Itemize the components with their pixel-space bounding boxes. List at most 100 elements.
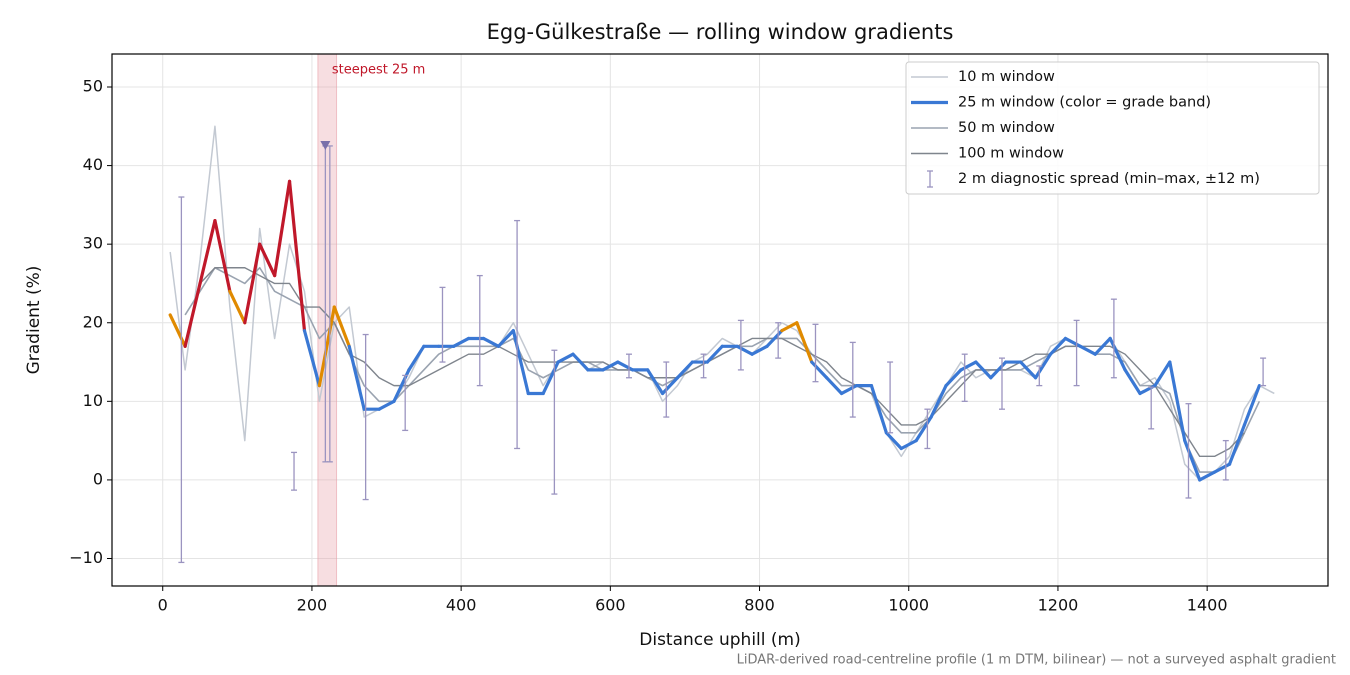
error-bar bbox=[775, 322, 782, 359]
gradient-segment bbox=[810, 360, 829, 380]
gradient-segment bbox=[1033, 352, 1053, 380]
gradient-segment bbox=[243, 242, 262, 325]
legend-box bbox=[905, 61, 1320, 195]
gradient-segment bbox=[646, 368, 665, 396]
error-bar bbox=[998, 357, 1005, 410]
y-tick-label: −10 bbox=[69, 548, 103, 567]
error-bar bbox=[402, 374, 409, 432]
x-tick-label: 800 bbox=[744, 596, 775, 615]
gradient-segment bbox=[571, 352, 590, 372]
gradient-segment bbox=[765, 329, 784, 348]
gradient-segment bbox=[1123, 368, 1142, 396]
legend-label: 2 m diagnostic spread (min–max, ±12 m) bbox=[958, 171, 1260, 187]
gradient-segment bbox=[273, 179, 292, 278]
gradient-segment bbox=[944, 368, 963, 388]
footnote: LiDAR-derived road-centreline profile (1… bbox=[737, 653, 1336, 668]
gradient-segment bbox=[183, 281, 202, 348]
gradient-segment bbox=[302, 329, 321, 388]
gradient-segment bbox=[1093, 336, 1112, 356]
gradient-segment bbox=[1183, 439, 1202, 482]
gradient-segment bbox=[1227, 423, 1247, 466]
gradient-segment bbox=[541, 360, 560, 396]
error-bar bbox=[476, 274, 483, 387]
error-bar bbox=[439, 286, 446, 363]
gradient-segment bbox=[899, 439, 918, 451]
gradient-segment bbox=[511, 329, 530, 396]
error-bar bbox=[625, 353, 632, 379]
gradient-segment bbox=[750, 344, 769, 356]
x-tick-label: 1400 bbox=[1187, 596, 1228, 615]
y-tick-label: 20 bbox=[83, 312, 103, 331]
x-tick-label: 400 bbox=[446, 596, 477, 615]
gradient-segment bbox=[705, 344, 724, 364]
highlight-span bbox=[317, 53, 338, 587]
gradient-segment bbox=[675, 360, 694, 380]
plot-frame bbox=[111, 53, 1329, 587]
gradient-segment bbox=[959, 360, 978, 372]
steepest-marker bbox=[320, 140, 331, 150]
gradient-segment bbox=[780, 321, 799, 333]
error-bar bbox=[887, 361, 894, 434]
gradient-segment bbox=[1078, 344, 1097, 356]
error-bar bbox=[514, 219, 521, 450]
legend-label: 100 m window bbox=[958, 146, 1064, 162]
gradient-segment bbox=[974, 360, 993, 380]
x-tick-label: 1200 bbox=[1038, 596, 1079, 615]
gradient-segment bbox=[1242, 384, 1261, 427]
x-tick-label: 200 bbox=[297, 596, 328, 615]
gradient-segment bbox=[839, 384, 859, 396]
error-bar bbox=[1036, 365, 1043, 387]
x-tick-label: 600 bbox=[595, 596, 626, 615]
error-bar bbox=[700, 353, 707, 379]
chart-title: Egg-Gülkestraße — rolling window gradien… bbox=[487, 20, 954, 44]
error-bar bbox=[961, 353, 968, 402]
x-tick-label: 1000 bbox=[888, 596, 929, 615]
gradient-segment bbox=[1153, 360, 1172, 388]
error-bar bbox=[291, 451, 298, 491]
y-tick-label: 10 bbox=[83, 391, 103, 410]
gradient-segment bbox=[1108, 336, 1127, 372]
gradient-segment bbox=[496, 329, 515, 348]
legend-label: 25 m window (color = grade band) bbox=[958, 95, 1211, 111]
error-bar bbox=[812, 323, 819, 383]
error-bar bbox=[663, 361, 670, 418]
gradient-segment bbox=[1063, 336, 1082, 348]
y-tick-label: 40 bbox=[83, 155, 103, 174]
error-bar bbox=[849, 341, 856, 418]
error-bar bbox=[551, 349, 558, 495]
gradient-segment bbox=[884, 431, 903, 451]
gradient-segment bbox=[914, 415, 933, 443]
gradient-segment bbox=[407, 344, 426, 372]
error-bar bbox=[326, 145, 333, 463]
gradient-segment bbox=[929, 384, 948, 419]
gradient-segment bbox=[1048, 336, 1068, 356]
gradient-segment bbox=[347, 344, 366, 411]
gradient-segment bbox=[735, 344, 754, 356]
gradient-segment bbox=[869, 384, 888, 435]
legend-label: 50 m window bbox=[958, 120, 1055, 136]
gradient-segment bbox=[258, 242, 277, 278]
x-tick-label: 0 bbox=[158, 596, 168, 615]
gradient-segment bbox=[198, 218, 217, 286]
error-bar bbox=[924, 408, 931, 450]
x-axis-label: Distance uphill (m) bbox=[639, 630, 800, 650]
error-bar bbox=[1185, 403, 1192, 499]
error-bar bbox=[362, 333, 369, 501]
gradient-segment bbox=[1019, 360, 1038, 380]
gradient-segment bbox=[1213, 462, 1232, 474]
gradient-segment bbox=[660, 376, 680, 396]
error-bar bbox=[1222, 439, 1229, 481]
y-axis-label: Gradient (%) bbox=[24, 266, 44, 375]
gradient-segment bbox=[228, 289, 247, 325]
gradient-segment bbox=[556, 352, 575, 364]
gradient-segment bbox=[317, 305, 336, 388]
gradient-segment bbox=[168, 313, 187, 348]
gradient-segment bbox=[481, 336, 501, 348]
gradient-segment bbox=[452, 336, 471, 348]
gradient-segment bbox=[795, 321, 814, 364]
error-bar bbox=[737, 319, 744, 371]
gradient-segment bbox=[601, 360, 620, 372]
error-bar bbox=[1260, 357, 1267, 387]
y-tick-label: 50 bbox=[83, 77, 103, 96]
gradient-segment bbox=[825, 376, 844, 396]
